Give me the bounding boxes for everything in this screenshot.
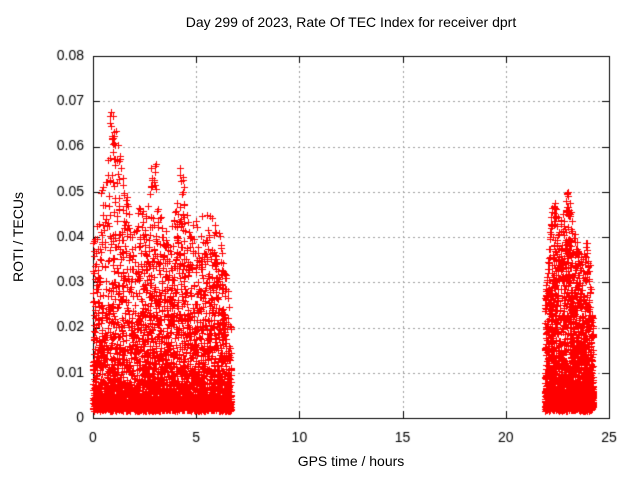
y-axis-label: ROTI / TECUs	[10, 192, 26, 282]
chart-title: Day 299 of 2023, Rate Of TEC Index for r…	[185, 14, 517, 30]
x-axis-label: GPS time / hours	[297, 453, 405, 469]
